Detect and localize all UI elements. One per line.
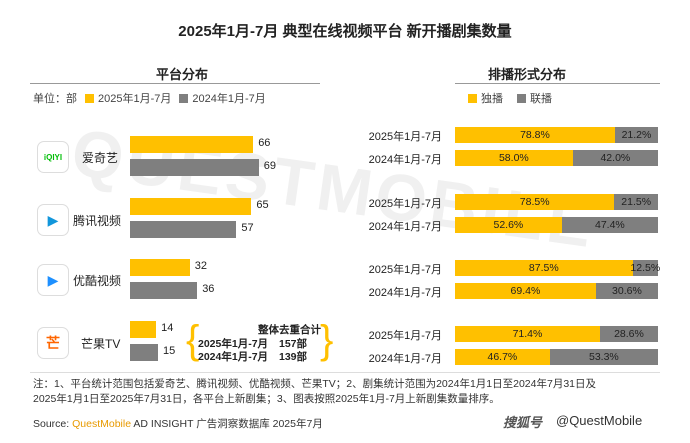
notes-line-1: 注：1、平台统计范围包括爱奇艺、腾讯视频、优酷视频、芒果TV；2、剧集统计范围为…	[33, 378, 597, 390]
joint-segment: 53.3%	[549, 349, 658, 365]
bar-value-label: 14	[161, 322, 174, 334]
right-panel-title-underline	[455, 83, 660, 84]
combined-total-value-2024: 139部	[279, 351, 308, 363]
notes-line-2: 2025年1月1日至2025年7月31日，各平台上新剧集；3、图表按照2025年…	[33, 393, 500, 405]
row-period-label: 2025年1月-7月	[368, 198, 442, 210]
combined-total-title: 整体去重合计	[258, 324, 321, 336]
bar-2025-3	[130, 321, 157, 338]
legend-label-exclusive: 独播	[481, 93, 503, 105]
exclusive-segment: 71.4%	[455, 326, 600, 342]
tencent-video-logo-icon: ▶	[37, 204, 69, 236]
exclusive-segment: 87.5%	[455, 260, 633, 276]
left-panel-title: 平台分布	[156, 67, 209, 82]
legend-swatch-2024	[179, 93, 189, 103]
legend-swatch-2025	[85, 93, 94, 103]
row-period-label: 2025年1月-7月	[368, 264, 442, 276]
bar-2024-3	[130, 344, 158, 361]
platform-name-youku: 优酷视频	[73, 274, 122, 288]
exclusive-segment: 52.6%	[455, 217, 562, 233]
bar-value-label: 15	[163, 345, 176, 357]
joint-segment: 21.5%	[614, 194, 658, 210]
bar-value-label: 57	[241, 222, 254, 234]
combined-total-period-2025: 2025年1月-7月	[198, 338, 269, 350]
youku-logo-icon: ▶	[37, 264, 69, 296]
exclusive-segment: 46.7%	[455, 349, 550, 365]
bar-value-label: 66	[258, 137, 271, 149]
platform-name-tencent: 腾讯视频	[73, 214, 122, 228]
exclusive-segment: 58.0%	[455, 150, 573, 166]
footer-brand: @QuestMobile	[556, 413, 643, 428]
legend-label-joint: 联播	[530, 93, 552, 105]
combined-total-period-2024: 2024年1月-7月	[198, 351, 269, 363]
bar-value-label: 69	[263, 160, 277, 172]
source-prefix: Source:	[33, 418, 73, 430]
exclusive-segment: 78.8%	[455, 127, 615, 143]
bar-2024-1	[130, 221, 237, 238]
joint-segment: 28.6%	[599, 326, 658, 342]
iqiyi-logo-icon: iQIYI	[37, 141, 69, 173]
bar-value-label: 36	[202, 283, 215, 295]
joint-segment: 21.2%	[614, 127, 658, 143]
notes-divider	[30, 372, 660, 373]
legend-swatch-joint	[517, 93, 526, 103]
bar-2025-2	[130, 259, 190, 276]
legend-label-2025: 2025年1月-7月	[98, 93, 172, 105]
source-rest: AD INSIGHT 广告洞察数据库 2025年7月	[131, 418, 323, 430]
bar-2024-0	[130, 159, 259, 176]
exclusive-segment: 78.5%	[455, 194, 615, 210]
unit-label: 单位：部	[33, 93, 77, 105]
exclusive-segment: 69.4%	[455, 283, 596, 299]
row-period-label: 2024年1月-7月	[368, 287, 442, 299]
footer-platform-logo: 搜狐号	[503, 415, 543, 430]
legend-swatch-exclusive	[468, 93, 477, 103]
chart-title: 2025年1月-7月 典型在线视频平台 新开播剧集数量	[178, 23, 512, 40]
row-period-label: 2025年1月-7月	[368, 131, 442, 143]
platform-name-iqiyi: 爱奇艺	[82, 151, 119, 165]
left-legend: 单位：部 2025年1月-7月 2024年1月-7月	[33, 90, 266, 106]
source-line: Source: QuestMobile AD INSIGHT 广告洞察数据库 2…	[33, 417, 323, 432]
combined-total-right-brace: }	[320, 318, 334, 362]
joint-segment: 30.6%	[595, 283, 658, 299]
right-panel-title: 排播形式分布	[488, 67, 567, 82]
bar-value-label: 32	[194, 260, 207, 272]
legend-label-2024: 2024年1月-7月	[192, 93, 266, 105]
joint-segment: 12.5%	[630, 260, 661, 276]
mango-tv-logo-icon: 芒	[37, 327, 69, 359]
combined-total-value-2025: 157部	[279, 338, 308, 350]
bar-2025-0	[130, 136, 254, 153]
bar-2025-1	[130, 198, 252, 215]
row-period-label: 2024年1月-7月	[368, 154, 442, 166]
platform-name-mango: 芒果TV	[81, 337, 121, 351]
combined-total-left-brace: {	[186, 318, 200, 362]
source-brand: QuestMobile	[72, 418, 132, 430]
row-period-label: 2024年1月-7月	[368, 353, 442, 365]
joint-segment: 42.0%	[572, 150, 658, 166]
left-panel-title-underline	[30, 83, 320, 84]
joint-segment: 47.4%	[561, 217, 658, 233]
right-legend: 独播 联播	[468, 90, 552, 106]
row-period-label: 2024年1月-7月	[368, 221, 442, 233]
bar-2024-2	[130, 282, 198, 299]
row-period-label: 2025年1月-7月	[368, 330, 442, 342]
bar-value-label: 65	[256, 199, 269, 211]
